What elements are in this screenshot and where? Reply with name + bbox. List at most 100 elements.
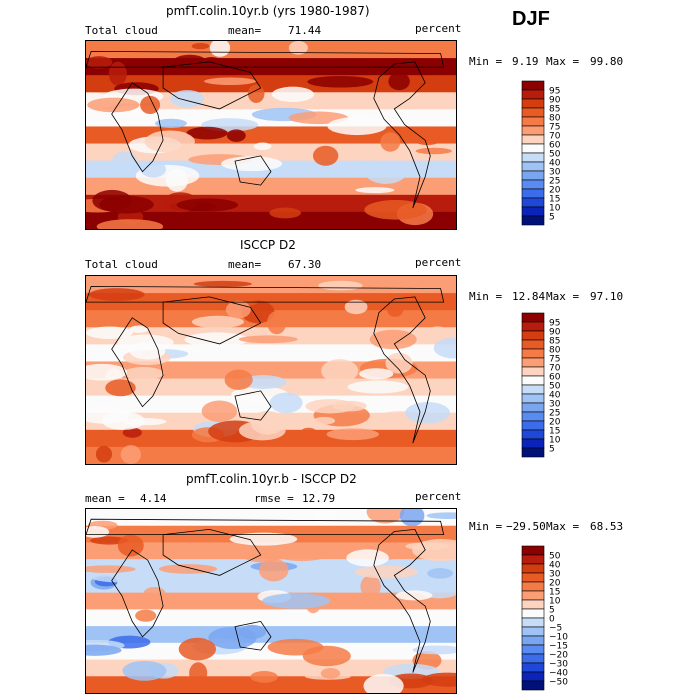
colorbar-0-label-3: 80 (549, 114, 561, 124)
map-2-blob-41 (405, 542, 450, 551)
map-2-blob-48 (395, 590, 433, 601)
colorbar-1-box-10 (521, 402, 545, 413)
map-2-blob-14 (302, 645, 351, 667)
map-0-blob-11 (364, 160, 407, 184)
colorbar-1-label-10: 25 (549, 409, 560, 419)
map-1-blob-48 (332, 400, 367, 412)
map-0-blob-45 (140, 161, 166, 178)
map-2-blob-21 (217, 679, 261, 687)
map-1-blob-53 (86, 326, 133, 339)
panel3-rmse-value: 12.79 (302, 492, 336, 505)
colorbar-0-box-3 (521, 107, 545, 118)
colorbar-1-label-9: 30 (549, 400, 561, 410)
colorbar-0-label-4: 75 (549, 123, 560, 133)
colorbar-2-label-4: 15 (549, 588, 560, 598)
panel3-mean-value: 4.14 (140, 492, 167, 505)
map-0-coastline-1 (111, 82, 164, 173)
map-1-blob-40 (405, 402, 451, 424)
panel1-mean-value: 71.44 (288, 24, 322, 37)
map-2-band-9 (86, 659, 456, 678)
map-1-blob-11 (86, 363, 128, 381)
colorbar-2-box-1 (521, 554, 545, 565)
colorbar-1-label-14: 5 (549, 445, 555, 455)
map-2-blob-32 (360, 575, 381, 599)
map-2-blob-3 (135, 609, 157, 622)
map-2-band-8 (86, 642, 456, 661)
colorbar-0-label-2: 85 (549, 105, 560, 115)
map-0-blob-54 (176, 198, 239, 212)
colorbar-2-box-7 (521, 608, 545, 619)
colorbar-2-label-3: 20 (549, 579, 561, 589)
map-1-band-4 (86, 344, 456, 363)
map-2-blob-13 (412, 645, 456, 655)
panel3-title: pmfT.colin.10yr.b - ISCCP D2 (186, 472, 357, 486)
map-1-coastline-3 (234, 390, 272, 421)
colorbar-2-label-8: −5 (549, 624, 562, 634)
colorbar-1-label-0: 95 (549, 319, 560, 329)
colorbar-0-label-5: 70 (549, 132, 561, 142)
colorbar-1-box-9 (521, 393, 545, 404)
panel2-map (85, 275, 457, 465)
colorbar-1-box-5 (521, 357, 545, 368)
colorbar-1-label-12: 15 (549, 427, 560, 437)
panel1-title: pmfT.colin.10yr.b (yrs 1980-1987) (166, 4, 370, 18)
map-1-blob-8 (299, 427, 319, 442)
map-1-blob-32 (385, 352, 413, 374)
map-2-blob-23 (90, 571, 152, 583)
colorbar-2-label-5: 10 (549, 597, 561, 607)
colorbar-1-label-13: 10 (549, 436, 561, 446)
panel1-max-label: Max = (546, 55, 580, 68)
colorbar-1-box-1 (521, 321, 545, 332)
map-2-blob-33 (426, 512, 456, 520)
panel3-units: percent (415, 490, 462, 503)
colorbar-0-label-9: 30 (549, 168, 561, 178)
panel2-min-value: 12.84 (512, 290, 546, 303)
map-1-blob-44 (224, 369, 253, 390)
colorbar-0-box-5 (521, 125, 545, 136)
colorbar-0-box-4 (521, 116, 545, 127)
map-1-blob-37 (238, 420, 286, 441)
colorbar-2-label-6: 5 (549, 606, 555, 616)
map-1-blob-0 (122, 427, 142, 438)
colorbar-2-box-6 (521, 599, 545, 610)
colorbar-0-label-7: 50 (549, 150, 561, 160)
map-0-blob-33 (327, 116, 387, 136)
map-2-blob-5 (143, 586, 166, 599)
map-1-blob-51 (124, 418, 167, 426)
colorbar-2-label-0: 50 (549, 552, 561, 562)
colorbar-1-label-2: 85 (549, 337, 560, 347)
map-0-blob-31 (415, 147, 452, 155)
colorbar-2-label-13: −40 (549, 669, 568, 679)
map-2-blob-29 (122, 660, 167, 681)
colorbar-1-box-6 (521, 366, 545, 377)
map-1-blob-3 (326, 428, 379, 441)
colorbar-1-label-11: 20 (549, 418, 561, 428)
colorbar-2-box-14 (521, 671, 545, 682)
colorbar-0-box-10 (521, 170, 545, 181)
colorbar-1-box-3 (521, 339, 545, 350)
map-2-coastline-4 (86, 518, 445, 535)
map-1-blob-17 (386, 301, 404, 317)
map-1-blob-49 (88, 288, 145, 301)
map-1-band-10 (86, 446, 456, 464)
map-0-blob-20 (154, 118, 187, 129)
map-2-blob-27 (229, 532, 298, 546)
map-1-blob-38 (225, 300, 251, 319)
map-0-blob-17 (312, 145, 339, 166)
map-0-blob-51 (271, 86, 315, 102)
map-1-blob-52 (318, 280, 363, 291)
map-2-blob-39 (270, 542, 333, 562)
map-2-blob-36 (421, 672, 456, 687)
map-2-coastline-1 (111, 549, 164, 638)
colorbar-0-box-12 (521, 188, 545, 199)
panel1-mean-label: mean= (228, 24, 262, 37)
map-2-blob-47 (427, 568, 453, 579)
map-0-coastline-4 (86, 50, 445, 68)
map-2-blob-38 (262, 593, 331, 609)
colorbar-1-box-7 (521, 375, 545, 386)
colorbar-1-box-11 (521, 411, 545, 422)
map-1-blob-36 (120, 445, 142, 464)
panel2-map-svg (86, 276, 456, 464)
colorbar-1-label-6: 60 (549, 373, 561, 383)
panel3-max-value: 68.53 (590, 520, 624, 533)
